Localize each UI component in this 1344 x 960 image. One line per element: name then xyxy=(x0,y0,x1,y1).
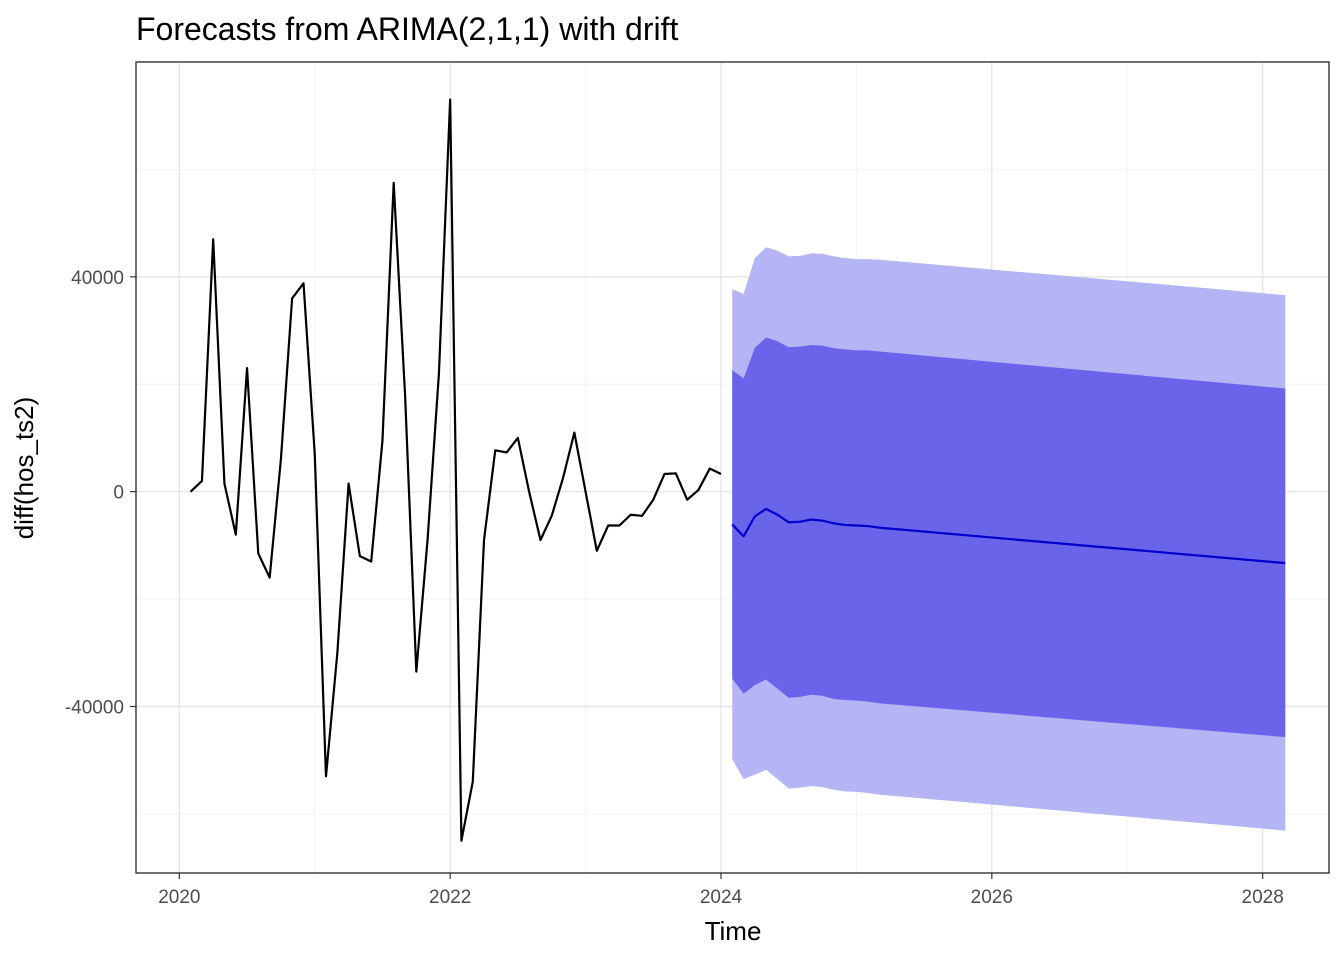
observed-series-line xyxy=(189,98,722,842)
panel-border xyxy=(135,61,1330,874)
x-tick-label: 2024 xyxy=(700,887,743,908)
y-tick-label: 40000 xyxy=(71,268,124,289)
y-axis: -40000 0 40000 xyxy=(65,268,136,719)
y-tick-label: -40000 xyxy=(65,698,124,719)
forecast-series-line xyxy=(731,507,1286,565)
x-tick-label: 2026 xyxy=(971,887,1013,908)
x-axis-title: Time xyxy=(705,916,762,946)
x-tick-label: 2020 xyxy=(158,887,200,908)
interval-80-band xyxy=(732,337,1286,738)
x-axis: 2020 2022 2024 2026 2028 xyxy=(158,873,1284,908)
y-axis-title: diff(hos_ts2) xyxy=(9,397,39,540)
x-tick-label: 2028 xyxy=(1242,887,1284,908)
x-tick-label: 2022 xyxy=(429,887,471,908)
chart-title: Forecasts from ARIMA(2,1,1) with drift xyxy=(136,11,678,47)
y-tick-label: 0 xyxy=(113,483,124,504)
